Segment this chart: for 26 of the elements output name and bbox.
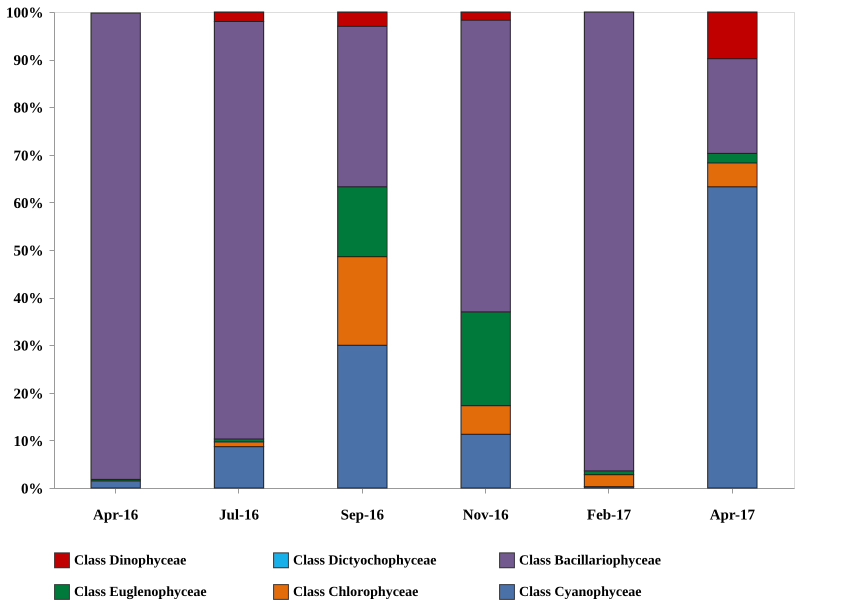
x-tick-label: Apr-16 (93, 508, 139, 524)
y-tick-label: 100% (6, 6, 44, 22)
y-tick-label: 60% (14, 196, 44, 212)
y-tick-label: 50% (14, 244, 44, 260)
legend-label: Class Bacillariophyceae (519, 553, 661, 568)
x-tick-label: Jul-16 (218, 508, 260, 524)
y-tick-label: 30% (14, 338, 44, 355)
legend-label: Class Cyanophyceae (519, 585, 642, 600)
legend-label: Class Chlorophyceae (293, 585, 418, 600)
x-tick-label: Nov-16 (462, 508, 510, 524)
bar (214, 446, 264, 488)
y-tick-label: 20% (14, 386, 44, 402)
legend-label: Class Dinophyceae (74, 553, 186, 568)
x-tick-label: Sep-16 (340, 508, 384, 524)
x-tick-label: Apr-17 (710, 508, 756, 524)
y-tick-label: 0% (21, 482, 44, 498)
y-tick-label: 80% (14, 100, 44, 117)
y-tick-label: 70% (14, 148, 44, 164)
y-tick-label: 10% (14, 434, 44, 450)
legend-label: Class Euglenophyceae (74, 585, 207, 600)
bar (584, 474, 634, 488)
y-tick-label: 90% (14, 53, 44, 70)
x-tick-label: Feb-17 (586, 508, 632, 524)
legend-label: Class Dictyochophyceae (293, 553, 436, 568)
bar (584, 12, 634, 472)
y-tick-label: 40% (14, 291, 44, 308)
